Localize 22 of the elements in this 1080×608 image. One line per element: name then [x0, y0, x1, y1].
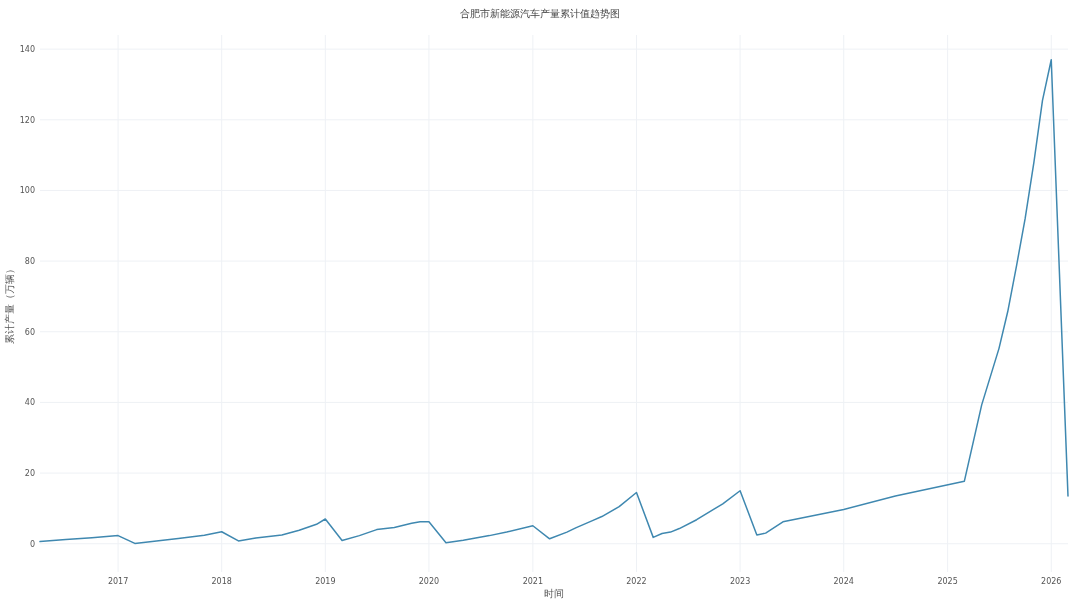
x-tick-label: 2021: [522, 577, 544, 586]
x-tick-label: 2019: [315, 577, 336, 586]
y-tick-label: 60: [24, 327, 35, 337]
x-tick-label: 2018: [211, 577, 232, 586]
x-tick-label: 2022: [626, 577, 647, 586]
y-tick-label: 0: [29, 539, 35, 549]
x-tick-label: 2017: [107, 577, 129, 586]
y-axis-title: 累计产量（万辆）: [4, 263, 15, 344]
x-tick-label: 2023: [729, 577, 751, 586]
y-tick-label: 100: [19, 186, 35, 196]
x-tick-label: 2026: [1041, 577, 1062, 586]
y-tick-label: 80: [24, 257, 35, 267]
x-tick-label: 2025: [937, 577, 958, 586]
chart-title: 合肥市新能源汽车产量累计值趋势图: [460, 8, 620, 19]
line-series: [39, 58, 1069, 545]
y-tick-label: 20: [24, 469, 35, 479]
y-tick-label: 120: [19, 115, 35, 125]
x-tick-label: 2024: [833, 577, 854, 586]
y-tick-label: 40: [24, 398, 35, 408]
y-tick-label: 140: [19, 45, 35, 55]
x-axis-title: 时间: [544, 588, 564, 599]
x-tick-label: 2020: [418, 577, 440, 586]
